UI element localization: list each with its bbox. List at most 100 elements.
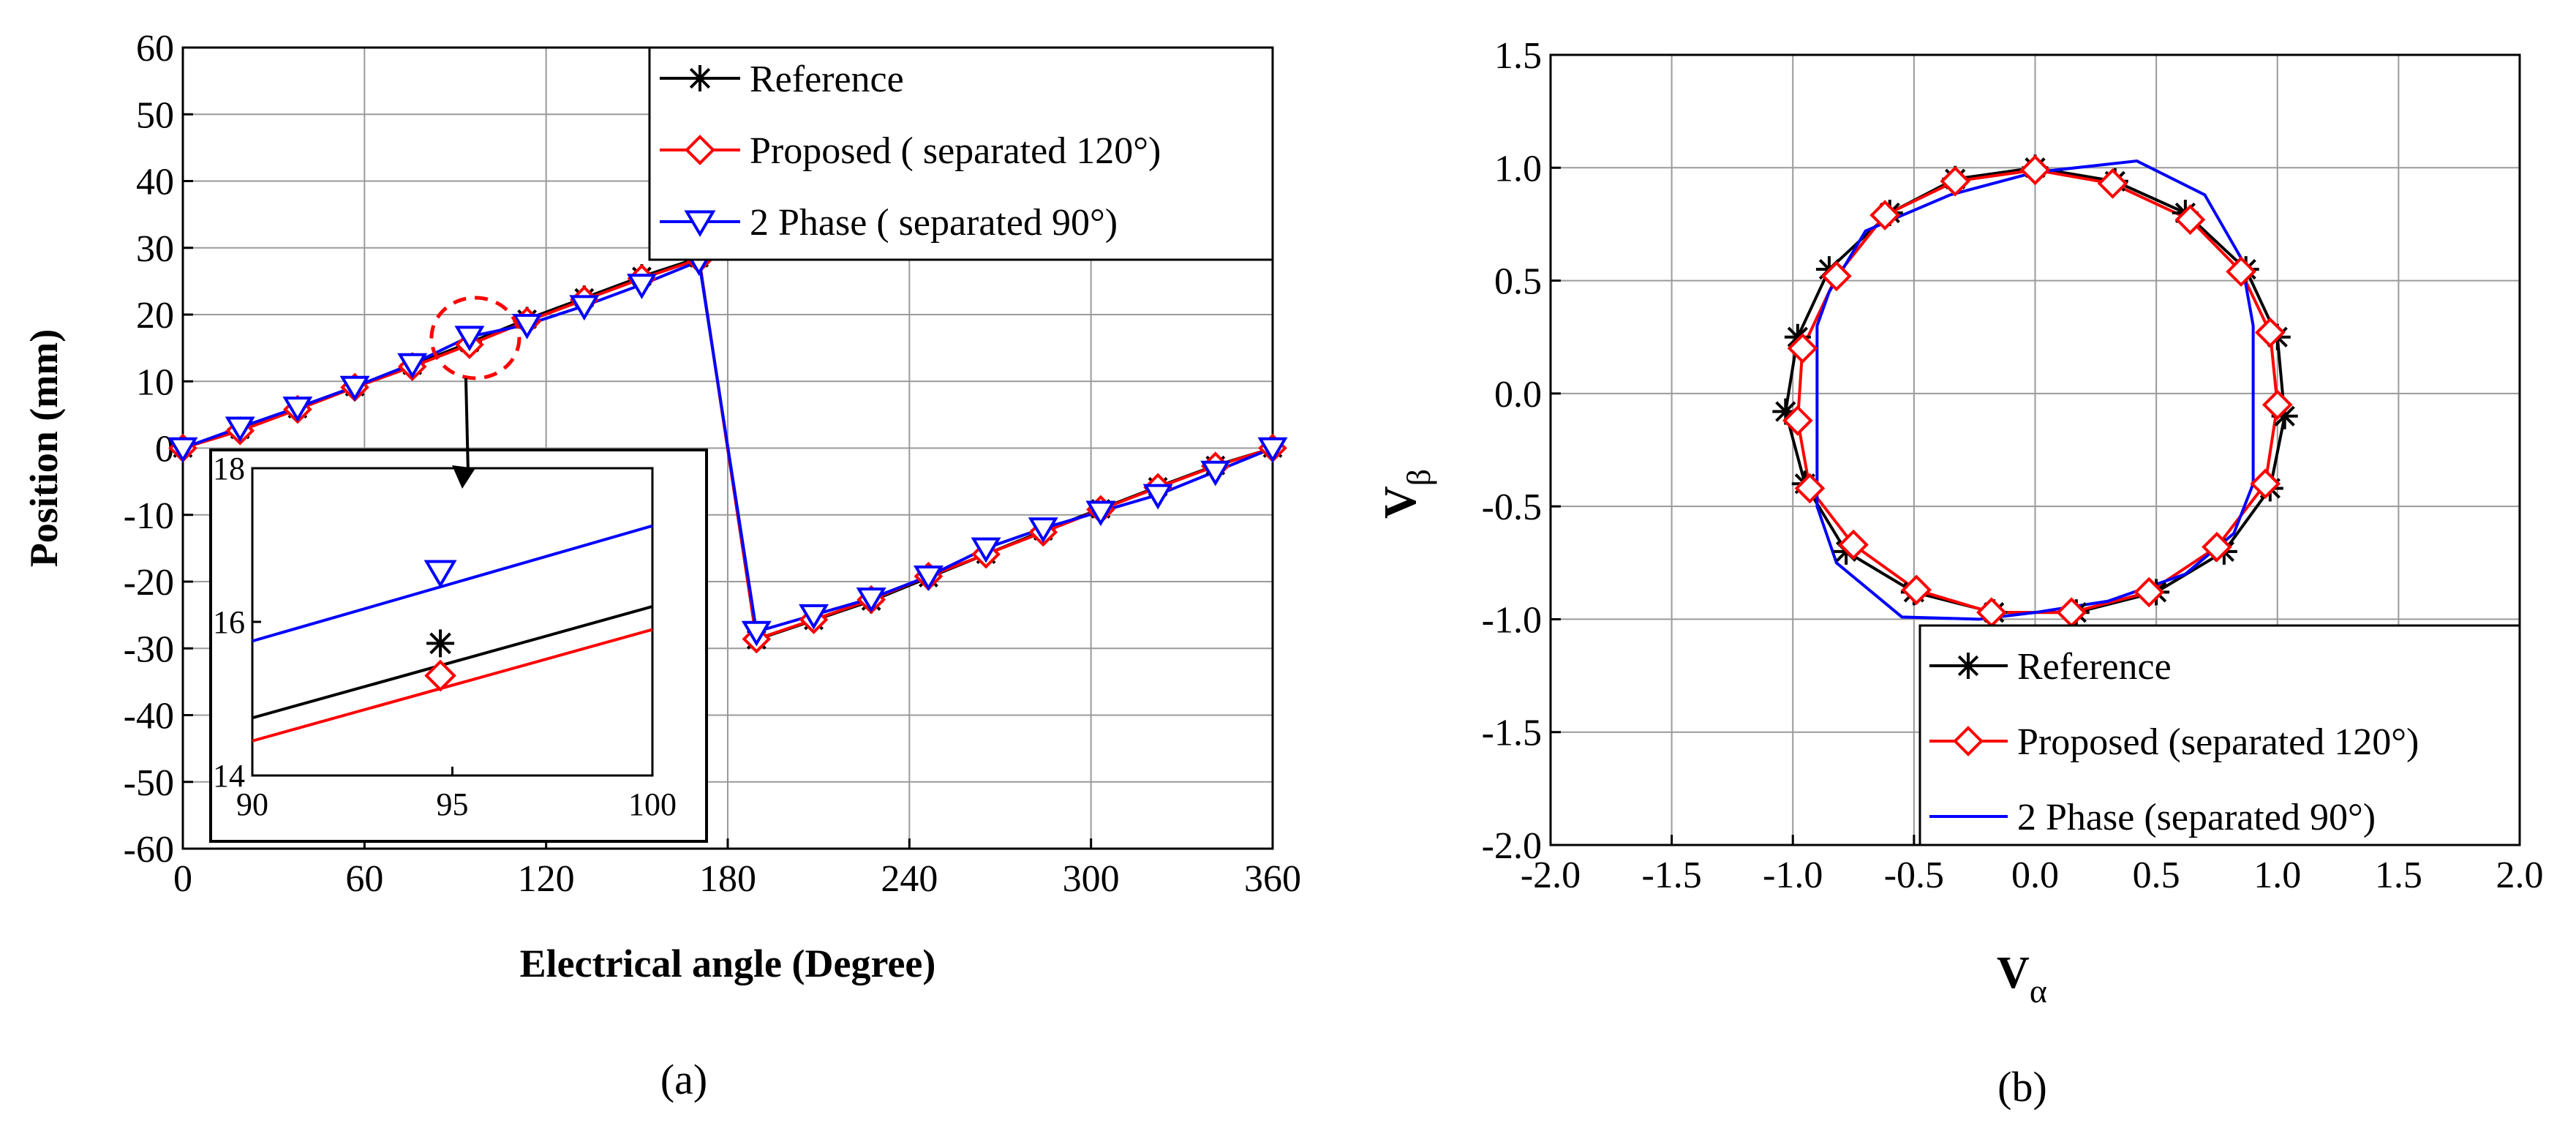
- legend-swatch-marker: [1953, 726, 1984, 756]
- y-axis-label: Vβ: [1376, 469, 1437, 519]
- inset-x-tick-label: 90: [236, 786, 268, 822]
- y-tick-label: 30: [136, 228, 174, 270]
- x-tick-label: -1.5: [1641, 855, 1701, 896]
- data-point: [1028, 517, 1058, 544]
- x-tick-label: 120: [518, 858, 575, 900]
- data-point: [2202, 531, 2232, 563]
- data-point: [1901, 574, 1932, 606]
- data-point: [1085, 500, 1116, 527]
- data-point: [799, 604, 829, 630]
- data-point: [339, 375, 370, 402]
- y-tick-label: 50: [136, 94, 174, 136]
- y-tick-label: 1.0: [1494, 148, 1542, 189]
- y-tick-label: 0.0: [1494, 374, 1542, 416]
- inset-y-tick-label: 14: [213, 758, 245, 794]
- data-point: [1257, 437, 1288, 463]
- inset-data-point: [423, 560, 457, 588]
- inset-x-tick-label: 100: [628, 786, 677, 822]
- panel-label: (a): [660, 1056, 707, 1103]
- y-tick-label: -20: [124, 562, 174, 604]
- data-point: [2250, 468, 2281, 500]
- y-tick-label: -1.0: [1482, 599, 1542, 641]
- legend-box: [1918, 624, 2521, 846]
- y-tick-label: 1.5: [1494, 35, 1542, 77]
- data-point: [856, 587, 886, 613]
- x-tick-label: 180: [699, 858, 756, 900]
- data-point: [2261, 389, 2293, 421]
- inset-y-tick-label: 16: [213, 604, 245, 640]
- y-tick-label: -40: [124, 696, 174, 737]
- y-tick-label: 0.5: [1494, 261, 1542, 303]
- legend-label: 2 Phase (separated 90°): [2017, 797, 2376, 838]
- x-tick-label: -0.5: [1884, 855, 1944, 896]
- data-point: [626, 274, 657, 300]
- x-tick-label: 300: [1063, 858, 1120, 900]
- data-point: [1787, 333, 1818, 364]
- legend-label: Reference: [750, 59, 904, 100]
- x-tick-label: 1.5: [2375, 855, 2422, 896]
- data-point: [2019, 154, 2051, 186]
- panel-b-voltage-trajectory-chart: -2.0 -1.5 -1.0 -0.5 0.0 0.5 1.0 1.5 2.0 1.5 1.0 0.5…: [1376, 35, 2544, 1111]
- zoom-arrow-head: [452, 465, 475, 489]
- inset-series-line: [252, 605, 653, 720]
- data-point: [1142, 484, 1173, 510]
- inset-data-point: [424, 659, 456, 692]
- y-axis-label: Position (mm): [22, 329, 66, 567]
- data-point: [569, 295, 600, 321]
- x-axis-label: Electrical angle (Degree): [520, 942, 936, 985]
- data-point: [1821, 260, 1852, 292]
- legend-swatch-marker: [1955, 653, 1981, 679]
- data-point: [282, 397, 313, 422]
- legend-label: Proposed (separated 120°): [2017, 721, 2419, 763]
- inset-series-line: [252, 628, 653, 743]
- data-point: [167, 437, 198, 463]
- y-tick-label: 10: [136, 361, 174, 403]
- data-point: [1200, 460, 1231, 487]
- data-point: [225, 416, 255, 443]
- data-point: [2097, 168, 2128, 199]
- data-point: [2254, 317, 2286, 348]
- y-tick-label: -10: [124, 495, 174, 537]
- data-point: [2134, 576, 2165, 608]
- x-tick-label: 0.0: [2011, 855, 2059, 896]
- x-tick-label: 2.0: [2496, 855, 2544, 896]
- y-tick-label: -2.0: [1482, 825, 1542, 867]
- y-tick-label: -60: [124, 829, 174, 871]
- x-tick-label: 0: [173, 858, 192, 900]
- x-tick-label: 0.5: [2133, 855, 2180, 896]
- y-tick-label: 20: [136, 295, 174, 337]
- y-tick-label: 40: [136, 162, 174, 203]
- legend-swatch-marker: [684, 210, 716, 238]
- data-point: [2056, 597, 2087, 628]
- x-tick-label: 1.0: [2253, 855, 2301, 896]
- legend-swatch-marker: [687, 65, 713, 91]
- y-tick-label: -0.5: [1482, 487, 1542, 528]
- y-tick-label: -50: [124, 762, 174, 804]
- zoom-circle: [429, 296, 521, 380]
- inset-data-point: [426, 629, 455, 658]
- x-tick-label: -2.0: [1521, 855, 1581, 896]
- legend-label: Proposed ( separated 120°): [750, 130, 1161, 172]
- data-point: [971, 537, 1001, 563]
- data-point: [1782, 405, 1813, 436]
- x-tick-label: -1.0: [1763, 855, 1823, 896]
- legend: Reference Proposed ( separated 120°) 2 Pha…: [648, 46, 1274, 261]
- data-point: [512, 313, 543, 339]
- x-tick-label: 360: [1244, 858, 1301, 900]
- data-point: [741, 620, 772, 647]
- legend-label: Reference: [2017, 646, 2172, 688]
- data-point: [1838, 529, 1869, 560]
- y-tick-label: -1.5: [1482, 713, 1542, 754]
- x-tick-label: 240: [881, 858, 938, 900]
- data-point: [2226, 256, 2256, 288]
- data-point: [1940, 165, 1971, 197]
- data-point: [397, 353, 428, 379]
- inset-x-tick-label: 95: [437, 786, 469, 822]
- legend-box: [648, 46, 1274, 261]
- data-point: [1794, 473, 1826, 504]
- legend-swatch-marker: [685, 135, 715, 165]
- panel-label: (b): [1997, 1063, 2047, 1111]
- data-point: [2174, 204, 2206, 236]
- legend: Reference Proposed (separated 120°) 2 Phas…: [1918, 624, 2521, 846]
